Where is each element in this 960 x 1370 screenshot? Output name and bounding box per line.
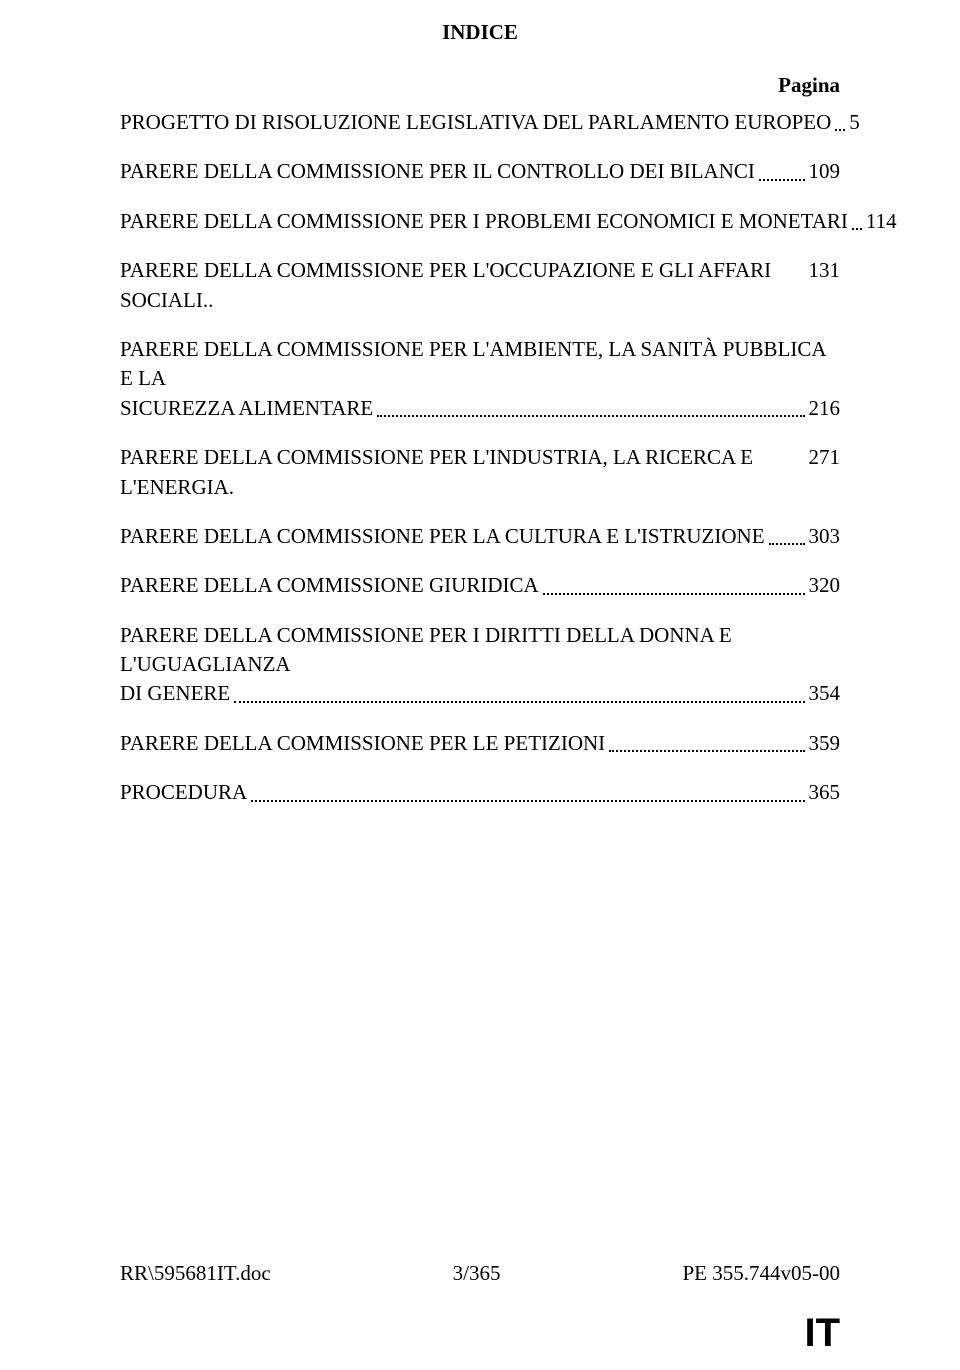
toc-page-number: 131 [809,256,841,315]
toc-entry: PARERE DELLA COMMISSIONE PER IL CONTROLL… [120,157,840,186]
indice-heading: INDICE [120,20,840,45]
toc-container: PROGETTO DI RISOLUZIONE LEGISLATIVA DEL … [120,108,840,808]
pagina-label: Pagina [120,73,840,98]
toc-text: PARERE DELLA COMMISSIONE PER IL CONTROLL… [120,157,755,186]
toc-entry: PARERE DELLA COMMISSIONE PER LE PETIZION… [120,729,840,758]
toc-text: PARERE DELLA COMMISSIONE PER I PROBLEMI … [120,207,848,236]
toc-text: PARERE DELLA COMMISSIONE GIURIDICA [120,571,539,600]
toc-text: PARERE DELLA COMMISSIONE PER LE PETIZION… [120,729,605,758]
toc-text: PROCEDURA [120,778,247,807]
toc-entry: PARERE DELLA COMMISSIONE PER L'INDUSTRIA… [120,443,840,502]
toc-leader-dots [251,800,804,802]
toc-text: PARERE DELLA COMMISSIONE PER L'OCCUPAZIO… [120,256,809,315]
toc-leader-dots [852,228,862,230]
toc-entry: PARERE DELLA COMMISSIONE PER L'OCCUPAZIO… [120,256,840,315]
toc-text: PARERE DELLA COMMISSIONE PER L'INDUSTRIA… [120,443,809,502]
toc-page-number: 5 [849,108,860,137]
toc-page-number: 271 [809,443,841,502]
toc-entry: PARERE DELLA COMMISSIONE PER I PROBLEMI … [120,207,840,236]
toc-page-number: 303 [809,522,841,551]
toc-text-line1: PARERE DELLA COMMISSIONE PER L'AMBIENTE,… [120,335,840,394]
footer: RR\595681IT.doc 3/365 PE 355.744v05-00 [120,1261,840,1286]
toc-page-number: 114 [866,207,897,236]
toc-page-number: 359 [809,729,841,758]
footer-left: RR\595681IT.doc [120,1261,271,1286]
toc-entry: PROGETTO DI RISOLUZIONE LEGISLATIVA DEL … [120,108,840,137]
toc-text-line2: SICUREZZA ALIMENTARE [120,394,373,423]
toc-entry: PARERE DELLA COMMISSIONE PER I DIRITTI D… [120,621,840,709]
toc-leader-dots [769,543,805,545]
toc-leader-dots [234,701,804,703]
toc-page-number: 365 [809,778,841,807]
footer-right: PE 355.744v05-00 [683,1261,841,1286]
toc-entry: PARERE DELLA COMMISSIONE GIURIDICA 320 [120,571,840,600]
toc-text-line2: DI GENERE [120,679,230,708]
toc-leader-dots [543,593,805,595]
toc-page-number: 354 [809,679,841,708]
toc-leader-dots [835,129,845,131]
toc-leader-dots [377,415,804,417]
toc-leader-dots [759,179,805,181]
toc-text: PROGETTO DI RISOLUZIONE LEGISLATIVA DEL … [120,108,831,137]
footer-center: 3/365 [453,1261,501,1286]
toc-page-number: 109 [809,157,841,186]
toc-page-number: 320 [809,571,841,600]
toc-entry: PARERE DELLA COMMISSIONE PER L'AMBIENTE,… [120,335,840,423]
toc-leader-dots [609,750,804,752]
toc-entry: PROCEDURA 365 [120,778,840,807]
language-code: IT [804,1311,840,1356]
toc-text: PARERE DELLA COMMISSIONE PER LA CULTURA … [120,522,765,551]
toc-entry: PARERE DELLA COMMISSIONE PER LA CULTURA … [120,522,840,551]
toc-text-line1: PARERE DELLA COMMISSIONE PER I DIRITTI D… [120,621,840,680]
toc-page-number: 216 [809,394,841,423]
